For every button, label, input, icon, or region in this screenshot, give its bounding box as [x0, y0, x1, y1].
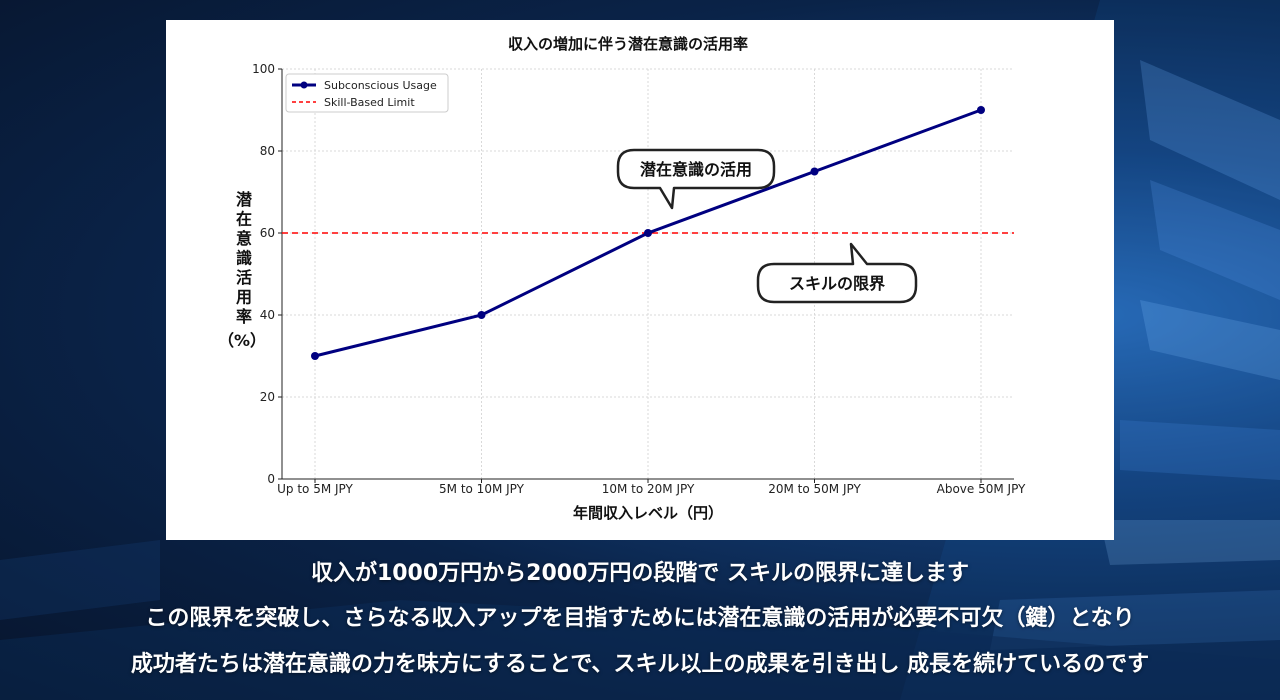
caption-line-1: 収入が1000万円から2000万円の段階で スキルの限界に達します — [310, 561, 970, 586]
caption-line-2: この限界を突破し、さらなる収入アップを目指すためには潜在意識の活用が必要不可欠（… — [145, 606, 1135, 631]
y-axis-label-char: 在 — [236, 210, 252, 229]
y-axis-label-char: 用 — [236, 288, 252, 307]
x-tick-label: Up to 5M JPY — [277, 482, 353, 496]
y-axis-label-char: 識 — [236, 249, 252, 268]
data-point — [644, 229, 652, 237]
data-point — [477, 311, 486, 319]
y-axis-label-char: 潜 — [236, 190, 253, 209]
legend-box — [285, 73, 449, 113]
y-axis-label-char: 率 — [236, 307, 252, 326]
y-axis-label-char: 意 — [236, 229, 252, 248]
annotation-text: スキルの限界 — [789, 274, 885, 293]
axes: 0 20 40 60 80 100 Up to 5M JPY 5M to 10M JPY 10M… — [252, 62, 1026, 496]
annotation-bubble: 潜在意識の活用 — [616, 148, 776, 210]
y-tick-label: 60 — [260, 226, 275, 240]
y-tick-label: 80 — [260, 144, 275, 158]
x-tick-label: 5M to 10M JPY — [439, 482, 525, 496]
x-tick-label: Above 50M JPY — [937, 482, 1026, 496]
caption-line-3: 成功者たちは潜在意識の力を味方にすることで、スキル以上の成果を引き出し 成長を続… — [130, 652, 1150, 677]
legend-marker — [300, 81, 308, 89]
data-point — [311, 352, 319, 360]
y-axis-label-char: 活 — [236, 268, 252, 287]
y-tick-label: 40 — [260, 308, 275, 322]
data-point — [977, 106, 985, 114]
legend-label-reference: Skill-Based Limit — [324, 96, 415, 109]
data-point — [810, 167, 819, 176]
x-tick-label: 10M to 20M JPY — [602, 482, 695, 496]
series — [311, 106, 985, 360]
chart-title: 収入の増加に伴う潜在意識の活用率 — [508, 35, 748, 53]
x-tick-label: 20M to 50M JPY — [768, 482, 861, 496]
annotation-text: 潜在意識の活用 — [640, 160, 752, 179]
x-axis-label: 年間収入レベル（円） — [573, 504, 723, 522]
y-tick-label: 20 — [260, 390, 275, 404]
legend-label-series: Subconscious Usage — [324, 79, 437, 92]
annotation-bubble: スキルの限界 — [756, 242, 918, 304]
legend: Subconscious Usage Skill-Based Limit — [285, 73, 449, 113]
chart-panel: 0 20 40 60 80 100 Up to 5M JPY 5M to 10M JPY 10M… — [166, 20, 1114, 540]
y-tick-label: 0 — [267, 472, 275, 486]
line-chart: 0 20 40 60 80 100 Up to 5M JPY 5M to 10M JPY 10M… — [218, 35, 1026, 522]
y-tick-label: 100 — [252, 62, 275, 76]
y-axis-label-unit: （%） — [218, 331, 266, 350]
